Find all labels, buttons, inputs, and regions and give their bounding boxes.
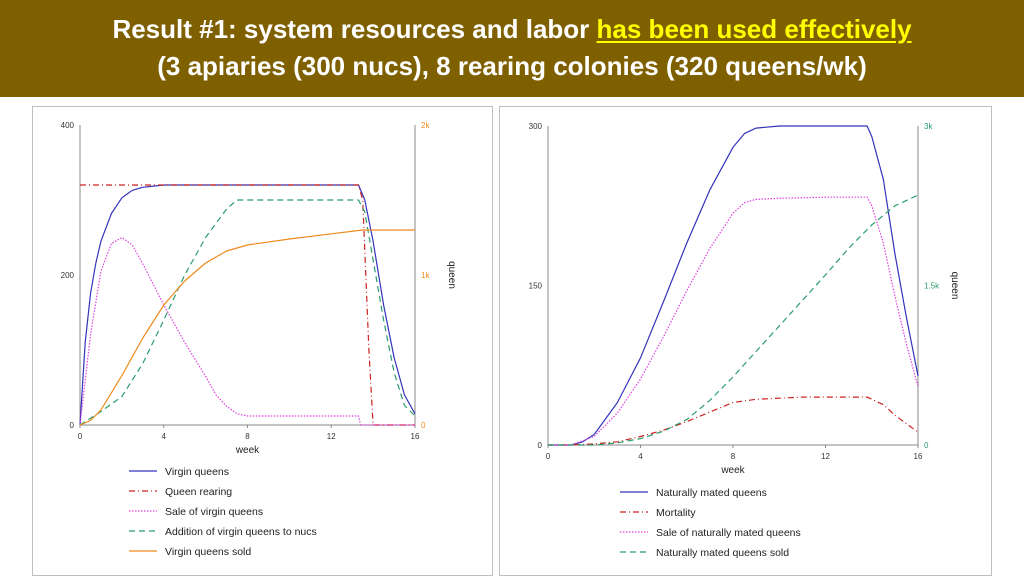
x-tick-label: 12 (821, 452, 830, 461)
x-tick-label: 4 (638, 452, 643, 461)
legend-label: Queen rearing (165, 486, 232, 498)
title-line-1: Result #1: system resources and labor ha… (0, 12, 1024, 46)
left-y-tick-label: 200 (61, 271, 75, 280)
right-y-tick-label: 1.5k (924, 282, 940, 291)
right-y-axis-label: queen (446, 261, 457, 289)
title-banner: Result #1: system resources and labor ha… (0, 0, 1024, 97)
left-y-tick-label: 300 (529, 122, 543, 131)
legend-label: Virgin queens sold (165, 546, 251, 558)
legend-label: Addition of virgin queens to nucs (165, 526, 317, 538)
right-y-tick-label: 3k (924, 122, 933, 131)
right-chart: 0 4 8 12 16 week 0 150 300 0 1.5k 3k queen Naturally … (529, 122, 960, 559)
x-tick-label: 4 (162, 432, 167, 441)
title-prefix: Result #1: system resources and labor (112, 14, 597, 44)
x-tick-label: 8 (245, 432, 250, 441)
right-y-tick-label: 1k (421, 271, 430, 280)
legend-label: Virgin queens (165, 466, 229, 478)
legend-label: Sale of naturally mated queens (656, 527, 801, 539)
series-line (548, 125, 919, 446)
x-tick-label: 8 (731, 452, 736, 461)
x-tick-label: 0 (78, 432, 83, 441)
x-axis-label: week (720, 465, 745, 476)
right-y-tick-label: 0 (924, 441, 929, 450)
right-y-tick-label: 2k (421, 121, 430, 130)
x-tick-label: 0 (546, 452, 551, 461)
title-line-2: (3 apiaries (300 nucs), 8 rearing coloni… (157, 51, 867, 81)
series-line (80, 184, 415, 426)
series-line (548, 194, 919, 446)
left-chart: 0 4 8 12 16 week 0 200 400 0 1k 2k queen Virgin queen… (61, 121, 457, 558)
left-y-tick-label: 400 (61, 121, 75, 130)
right-y-tick-label: 0 (421, 421, 426, 430)
title-highlight: has been used effectively (596, 14, 912, 44)
left-y-tick-label: 150 (529, 282, 543, 291)
x-tick-label: 16 (411, 432, 420, 441)
series-line (548, 396, 919, 446)
legend-label: Sale of virgin queens (165, 506, 263, 518)
legend-label: Naturally mated queens sold (656, 547, 789, 559)
x-axis-label: week (235, 445, 260, 456)
series-line (79, 236, 415, 426)
series-line (79, 199, 416, 426)
left-chart-panel: 0 4 8 12 16 week 0 200 400 0 1k 2k queen Virgin queen… (32, 106, 493, 576)
right-y-axis-label: queen (949, 272, 960, 300)
series-line (79, 229, 415, 426)
left-y-tick-label: 0 (538, 441, 543, 450)
series-line (548, 196, 919, 446)
left-y-tick-label: 0 (70, 421, 75, 430)
right-chart-panel: 0 4 8 12 16 week 0 150 300 0 1.5k 3k queen Naturally … (499, 106, 992, 576)
x-tick-label: 16 (914, 452, 923, 461)
x-tick-label: 12 (327, 432, 336, 441)
legend-label: Naturally mated queens (656, 487, 767, 499)
legend-label: Mortality (656, 507, 696, 519)
series-line (79, 184, 416, 426)
